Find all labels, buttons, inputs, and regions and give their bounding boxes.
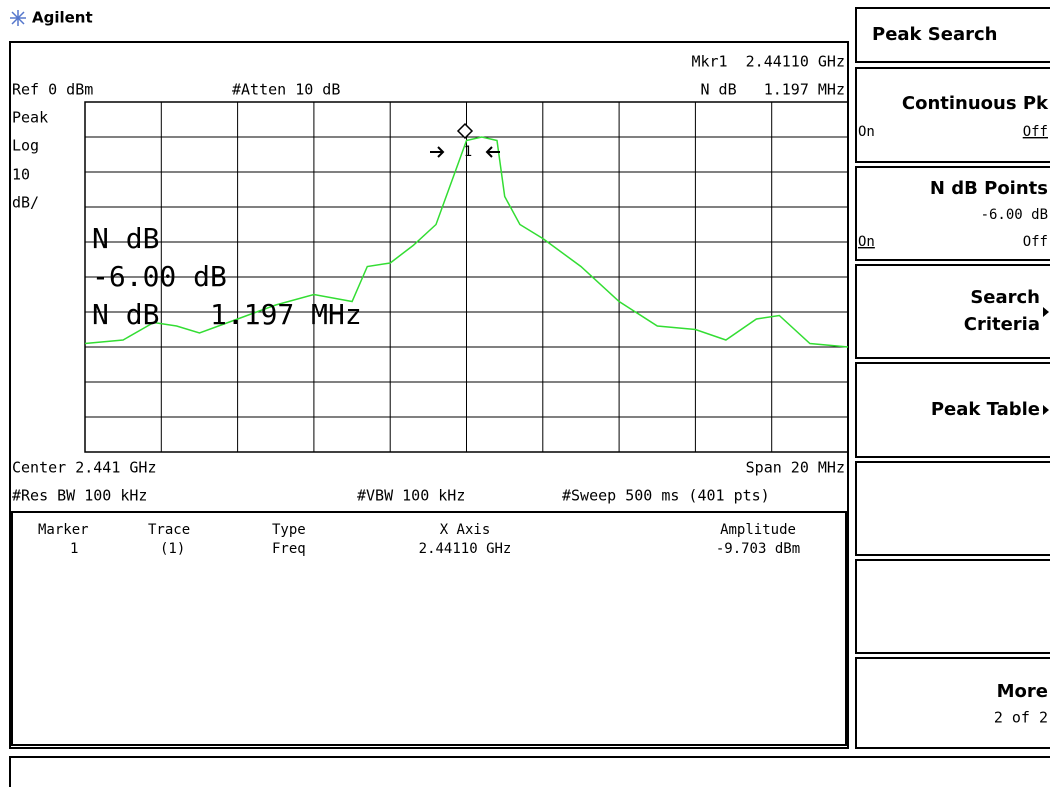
softkey-label: More	[997, 681, 1048, 702]
graticule-lines	[85, 102, 848, 452]
sweep: #Sweep 500 ms (401 pts)	[562, 487, 770, 505]
submenu-arrow	[1043, 405, 1049, 415]
table-header: Marker	[38, 522, 89, 538]
attenuation: #Atten 10 dB	[232, 81, 340, 99]
table-cell: Freq	[272, 541, 306, 557]
softkey-label: Criteria	[964, 314, 1040, 335]
softkey[interactable]	[855, 264, 1050, 359]
softkey-panel: Peak Search Continuous Pk On Off N dB Po…	[855, 7, 1050, 749]
marker-table-box	[11, 511, 847, 746]
ndb-arrow-right	[485, 146, 500, 158]
vbw: #VBW 100 kHz	[357, 487, 465, 505]
softkey-option: Off	[1023, 234, 1048, 250]
annotation: N dB 1.197 MHz	[92, 298, 362, 331]
center-freq: Center 2.441 GHz	[12, 459, 157, 477]
softkey-label: N dB Points	[930, 178, 1048, 199]
submenu-arrow	[1043, 307, 1049, 317]
trace	[84, 136, 849, 348]
table-header: Amplitude	[720, 522, 796, 538]
scale-label: Peak	[12, 109, 48, 127]
softkey[interactable]	[855, 166, 1050, 261]
scale-label: dB/	[12, 194, 39, 212]
table-cell: (1)	[160, 541, 185, 557]
status-bar	[9, 756, 1050, 787]
marker-diamond	[456, 122, 474, 140]
table-cell: -9.703 dBm	[716, 541, 800, 557]
rbw: #Res BW 100 kHz	[12, 487, 147, 505]
marker-number: 1	[464, 144, 472, 160]
marker-readout: Mkr1 2.44110 GHz	[691, 53, 845, 71]
softkey[interactable]	[855, 362, 1050, 458]
softkey[interactable]	[855, 657, 1050, 749]
softkey-label: Peak Table	[931, 399, 1040, 420]
menu-title: Peak Search	[872, 24, 997, 45]
ref-level: Ref 0 dBm	[12, 81, 93, 99]
table-header: X Axis	[440, 522, 491, 538]
table-header: Type	[272, 522, 306, 538]
softkey-label: Search	[970, 287, 1040, 308]
scale-label: Log	[12, 137, 39, 155]
softkey-label: Continuous Pk	[902, 93, 1049, 114]
softkey-option: On	[858, 234, 875, 250]
table-cell: 2.44110 GHz	[419, 541, 512, 557]
screen-frame	[9, 41, 849, 749]
table-header: Trace	[148, 522, 190, 538]
softkey-page: 2 of 2	[994, 709, 1048, 727]
ndb-readout: N dB 1.197 MHz	[701, 81, 846, 99]
softkey-option: On	[858, 124, 875, 140]
annotation: -6.00 dB	[92, 260, 227, 293]
scale-label: 10	[12, 166, 30, 184]
brand: Agilent	[32, 9, 93, 27]
trace-layer	[84, 136, 849, 348]
softkey[interactable]	[855, 67, 1050, 163]
annotation: N dB	[92, 222, 159, 255]
softkey[interactable]	[855, 461, 1050, 556]
table-cell: 1	[70, 541, 78, 557]
menu-title-box	[855, 7, 1050, 63]
ndb-arrow-left	[430, 146, 445, 158]
softkey-value: -6.00 dB	[981, 207, 1048, 223]
softkey-option: Off	[1023, 124, 1048, 140]
span: Span 20 MHz	[746, 459, 845, 477]
logo	[10, 10, 26, 26]
softkey[interactable]	[855, 559, 1050, 654]
